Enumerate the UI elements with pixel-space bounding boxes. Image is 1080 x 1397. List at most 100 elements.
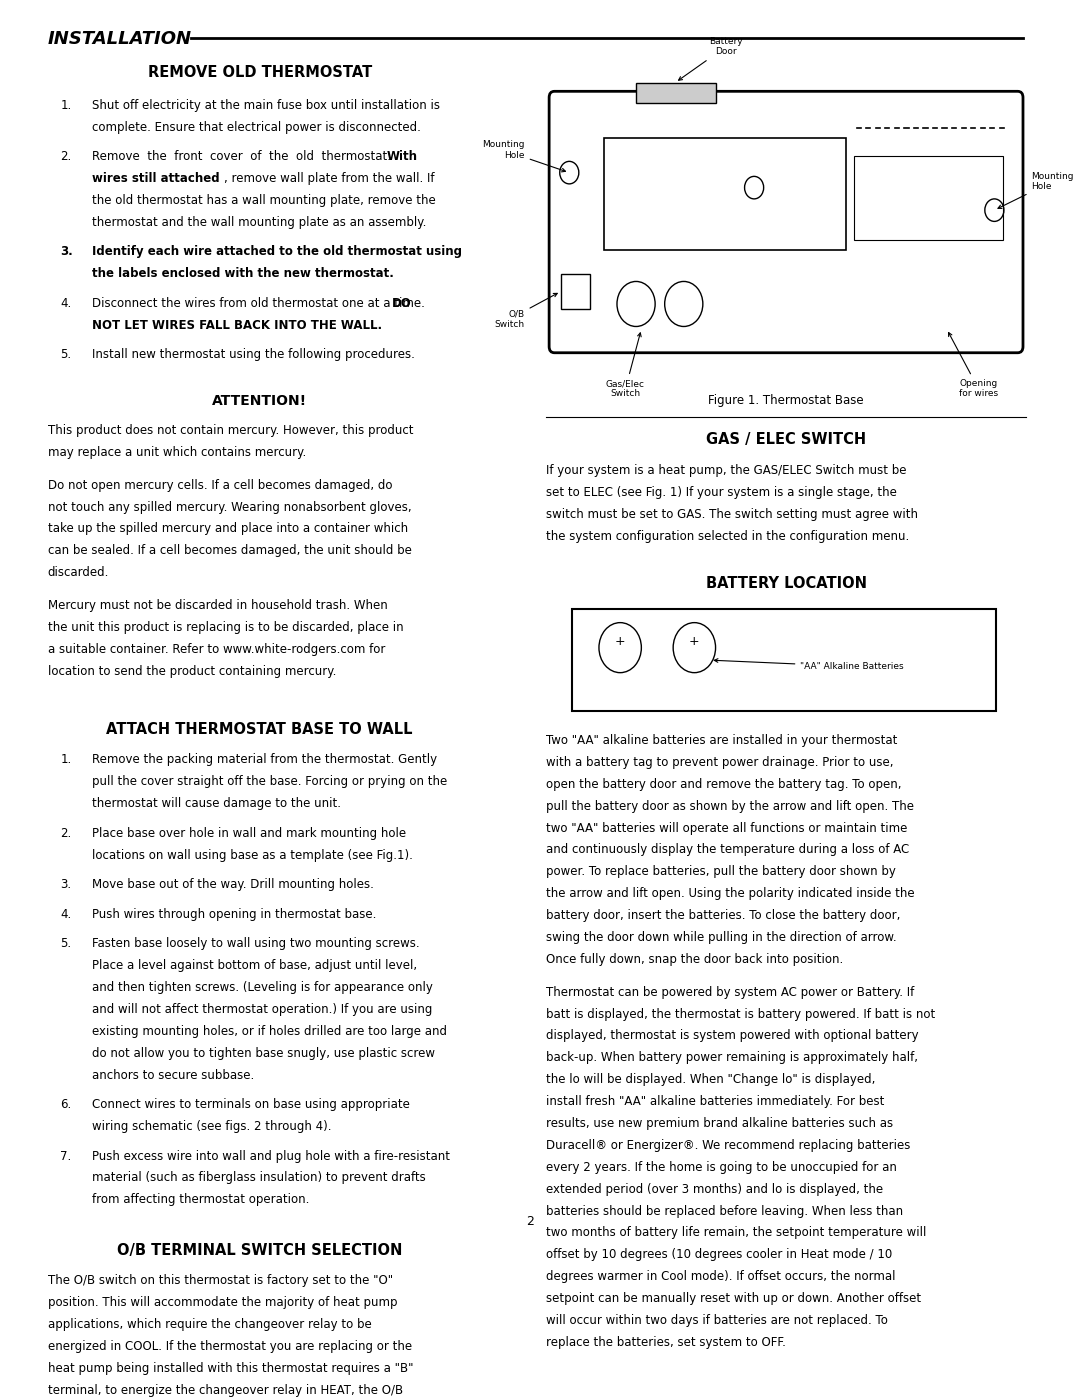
- Text: 2.: 2.: [60, 827, 71, 840]
- Text: not touch any spilled mercury. Wearing nonabsorbent gloves,: not touch any spilled mercury. Wearing n…: [48, 500, 411, 514]
- Text: The O/B switch on this thermostat is factory set to the "O": The O/B switch on this thermostat is fac…: [48, 1274, 393, 1288]
- Text: wiring schematic (see figs. 2 through 4).: wiring schematic (see figs. 2 through 4)…: [92, 1120, 332, 1133]
- Text: Place a level against bottom of base, adjust until level,: Place a level against bottom of base, ad…: [92, 960, 417, 972]
- Text: 3.: 3.: [60, 879, 71, 891]
- Text: Shut off electricity at the main fuse box until installation is: Shut off electricity at the main fuse bo…: [92, 99, 441, 112]
- Text: take up the spilled mercury and place into a container which: take up the spilled mercury and place in…: [48, 522, 408, 535]
- Text: battery door, insert the batteries. To close the battery door,: battery door, insert the batteries. To c…: [546, 909, 901, 922]
- Text: 6.: 6.: [60, 1098, 71, 1111]
- Text: power. To replace batteries, pull the battery door shown by: power. To replace batteries, pull the ba…: [546, 865, 895, 879]
- Text: +: +: [689, 634, 700, 648]
- Text: Duracell® or Energizer®. We recommend replacing batteries: Duracell® or Energizer®. We recommend re…: [546, 1139, 910, 1153]
- Text: Figure 1. Thermostat Base: Figure 1. Thermostat Base: [708, 394, 864, 407]
- Text: 7.: 7.: [60, 1150, 71, 1162]
- Text: energized in COOL. If the thermostat you are replacing or the: energized in COOL. If the thermostat you…: [48, 1340, 411, 1354]
- Text: Push wires through opening in thermostat base.: Push wires through opening in thermostat…: [92, 908, 377, 921]
- Text: 4.: 4.: [60, 908, 71, 921]
- Text: GAS / ELEC SWITCH: GAS / ELEC SWITCH: [706, 432, 866, 447]
- Text: Thermostat can be powered by system AC power or Battery. If: Thermostat can be powered by system AC p…: [546, 986, 914, 999]
- Text: a suitable container. Refer to www.white-rodgers.com for: a suitable container. Refer to www.white…: [48, 643, 386, 655]
- Text: NOT LET WIRES FALL BACK INTO THE WALL.: NOT LET WIRES FALL BACK INTO THE WALL.: [92, 319, 382, 332]
- Text: Connect wires to terminals on base using appropriate: Connect wires to terminals on base using…: [92, 1098, 410, 1111]
- Text: the labels enclosed with the new thermostat.: the labels enclosed with the new thermos…: [92, 267, 394, 281]
- Text: thermostat and the wall mounting plate as an assembly.: thermostat and the wall mounting plate a…: [92, 217, 427, 229]
- Text: the unit this product is replacing is to be discarded, place in: the unit this product is replacing is to…: [48, 620, 403, 634]
- Bar: [854, 156, 1003, 240]
- Text: may replace a unit which contains mercury.: may replace a unit which contains mercur…: [48, 446, 306, 458]
- Text: 1.: 1.: [60, 753, 71, 767]
- Bar: [604, 137, 846, 250]
- Text: and then tighten screws. (Leveling is for appearance only: and then tighten screws. (Leveling is fo…: [92, 981, 433, 995]
- Text: with a battery tag to prevent power drainage. Prior to use,: with a battery tag to prevent power drai…: [546, 756, 893, 768]
- Text: Install new thermostat using the following procedures.: Install new thermostat using the followi…: [92, 348, 415, 362]
- Bar: [561, 274, 591, 309]
- Text: and continuously display the temperature during a loss of AC: and continuously display the temperature…: [546, 844, 909, 856]
- Text: anchors to secure subbase.: anchors to secure subbase.: [92, 1069, 255, 1081]
- Text: Push excess wire into wall and plug hole with a fire-resistant: Push excess wire into wall and plug hole…: [92, 1150, 450, 1162]
- Text: install fresh "AA" alkaline batteries immediately. For best: install fresh "AA" alkaline batteries im…: [546, 1095, 885, 1108]
- Text: set to ELEC (see Fig. 1) If your system is a single stage, the: set to ELEC (see Fig. 1) If your system …: [546, 486, 896, 499]
- Text: back-up. When battery power remaining is approximately half,: back-up. When battery power remaining is…: [546, 1052, 918, 1065]
- Text: Mounting
Hole: Mounting Hole: [998, 172, 1074, 208]
- Text: applications, which require the changeover relay to be: applications, which require the changeov…: [48, 1319, 372, 1331]
- Text: Mounting
Hole: Mounting Hole: [483, 141, 566, 172]
- Text: batt is displayed, the thermostat is battery powered. If batt is not: batt is displayed, the thermostat is bat…: [546, 1007, 935, 1021]
- Text: two months of battery life remain, the setpoint temperature will: two months of battery life remain, the s…: [546, 1227, 927, 1239]
- Text: Place base over hole in wall and mark mounting hole: Place base over hole in wall and mark mo…: [92, 827, 406, 840]
- Text: offset by 10 degrees (10 degrees cooler in Heat mode / 10: offset by 10 degrees (10 degrees cooler …: [546, 1249, 892, 1261]
- Text: ATTACH THERMOSTAT BASE TO WALL: ATTACH THERMOSTAT BASE TO WALL: [107, 722, 413, 736]
- Bar: [636, 82, 716, 102]
- Text: discarded.: discarded.: [48, 566, 109, 580]
- Text: heat pump being installed with this thermostat requires a "B": heat pump being installed with this ther…: [48, 1362, 414, 1375]
- Text: Identify each wire attached to the old thermostat using: Identify each wire attached to the old t…: [92, 246, 462, 258]
- Text: displayed, thermostat is system powered with optional battery: displayed, thermostat is system powered …: [546, 1030, 919, 1042]
- Text: REMOVE OLD THERMOSTAT: REMOVE OLD THERMOSTAT: [148, 66, 372, 80]
- Text: Remove the packing material from the thermostat. Gently: Remove the packing material from the the…: [92, 753, 437, 767]
- Text: Disconnect the wires from old thermostat one at a time.: Disconnect the wires from old thermostat…: [92, 298, 429, 310]
- Text: existing mounting holes, or if holes drilled are too large and: existing mounting holes, or if holes dri…: [92, 1025, 447, 1038]
- Text: O/B TERMINAL SWITCH SELECTION: O/B TERMINAL SWITCH SELECTION: [117, 1242, 403, 1257]
- Text: terminal, to energize the changeover relay in HEAT, the O/B: terminal, to energize the changeover rel…: [48, 1384, 403, 1397]
- Text: Move base out of the way. Drill mounting holes.: Move base out of the way. Drill mounting…: [92, 879, 374, 891]
- Text: Fasten base loosely to wall using two mounting screws.: Fasten base loosely to wall using two mo…: [92, 937, 420, 950]
- Text: open the battery door and remove the battery tag. To open,: open the battery door and remove the bat…: [546, 778, 902, 791]
- Text: wires still attached: wires still attached: [92, 172, 220, 186]
- Text: , remove wall plate from the wall. If: , remove wall plate from the wall. If: [224, 172, 434, 186]
- Text: DO: DO: [392, 298, 411, 310]
- Text: replace the batteries, set system to OFF.: replace the batteries, set system to OFF…: [546, 1336, 786, 1350]
- Text: extended period (over 3 months) and lo is displayed, the: extended period (over 3 months) and lo i…: [546, 1183, 883, 1196]
- Text: results, use new premium brand alkaline batteries such as: results, use new premium brand alkaline …: [546, 1118, 893, 1130]
- Text: Once fully down, snap the door back into position.: Once fully down, snap the door back into…: [546, 953, 843, 965]
- Text: can be sealed. If a cell becomes damaged, the unit should be: can be sealed. If a cell becomes damaged…: [48, 545, 411, 557]
- Text: 1.: 1.: [60, 99, 71, 112]
- Text: Do not open mercury cells. If a cell becomes damaged, do: Do not open mercury cells. If a cell bec…: [48, 479, 392, 492]
- Text: Gas/Elec
Switch: Gas/Elec Switch: [606, 332, 645, 398]
- Text: With: With: [387, 151, 418, 163]
- Text: will occur within two days if batteries are not replaced. To: will occur within two days if batteries …: [546, 1315, 888, 1327]
- Text: 5.: 5.: [60, 348, 71, 362]
- Text: Mercury must not be discarded in household trash. When: Mercury must not be discarded in househo…: [48, 599, 388, 612]
- Text: BATTERY LOCATION: BATTERY LOCATION: [705, 576, 866, 591]
- Text: Opening
for wires: Opening for wires: [948, 332, 998, 398]
- Text: the system configuration selected in the configuration menu.: the system configuration selected in the…: [546, 529, 909, 543]
- Text: 4.: 4.: [60, 298, 71, 310]
- Text: the arrow and lift open. Using the polarity indicated inside the: the arrow and lift open. Using the polar…: [546, 887, 915, 900]
- Text: pull the cover straight off the base. Forcing or prying on the: pull the cover straight off the base. Fo…: [92, 775, 447, 788]
- Text: Battery
Door: Battery Door: [678, 36, 743, 80]
- Text: setpoint can be manually reset with up or down. Another offset: setpoint can be manually reset with up o…: [546, 1292, 921, 1305]
- Text: the old thermostat has a wall mounting plate, remove the: the old thermostat has a wall mounting p…: [92, 194, 436, 207]
- Text: INSTALLATION: INSTALLATION: [48, 29, 192, 47]
- Text: batteries should be replaced before leaving. When less than: batteries should be replaced before leav…: [546, 1204, 903, 1218]
- Text: two "AA" batteries will operate all functions or maintain time: two "AA" batteries will operate all func…: [546, 821, 907, 834]
- Text: 3.: 3.: [60, 246, 73, 258]
- Text: every 2 years. If the home is going to be unoccupied for an: every 2 years. If the home is going to b…: [546, 1161, 896, 1173]
- Text: 2: 2: [526, 1215, 534, 1228]
- Text: +: +: [615, 634, 625, 648]
- Text: switch must be set to GAS. The switch setting must agree with: switch must be set to GAS. The switch se…: [546, 509, 918, 521]
- Text: material (such as fiberglass insulation) to prevent drafts: material (such as fiberglass insulation)…: [92, 1172, 426, 1185]
- Text: complete. Ensure that electrical power is disconnected.: complete. Ensure that electrical power i…: [92, 120, 421, 134]
- Text: Remove  the  front  cover  of  the  old  thermostat.: Remove the front cover of the old thermo…: [92, 151, 399, 163]
- Text: Two "AA" alkaline batteries are installed in your thermostat: Two "AA" alkaline batteries are installe…: [546, 733, 897, 747]
- Text: thermostat will cause damage to the unit.: thermostat will cause damage to the unit…: [92, 798, 341, 810]
- Text: swing the door down while pulling in the direction of arrow.: swing the door down while pulling in the…: [546, 930, 896, 944]
